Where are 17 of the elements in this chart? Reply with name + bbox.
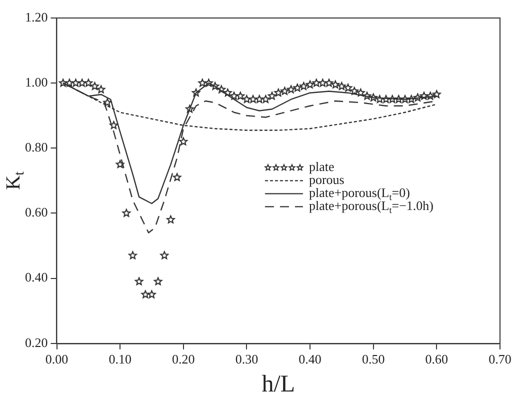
x-tick-label: 0.10 <box>108 352 132 367</box>
y-tick-label: 0.20 <box>25 334 48 350</box>
y-tick-label: 1.20 <box>25 9 48 24</box>
x-tick-label: 0.70 <box>488 352 512 367</box>
x-tick-label: 0.30 <box>235 352 258 367</box>
x-axis-title: h/L <box>262 371 296 398</box>
x-tick-label: 0.00 <box>45 352 68 367</box>
legend-label: plate <box>308 159 334 174</box>
x-tick-label: 0.40 <box>298 352 322 367</box>
y-tick-label: 0.60 <box>25 204 48 220</box>
x-tick-label: 0.20 <box>172 352 195 367</box>
y-tick-label: 1.00 <box>25 74 48 90</box>
x-tick-label: 0.50 <box>362 352 385 367</box>
x-tick-label: 0.60 <box>425 352 448 367</box>
y-tick-label: 0.40 <box>25 270 48 285</box>
y-tick-label: 0.80 <box>25 140 48 155</box>
y-axis-title: Kt <box>2 171 28 190</box>
